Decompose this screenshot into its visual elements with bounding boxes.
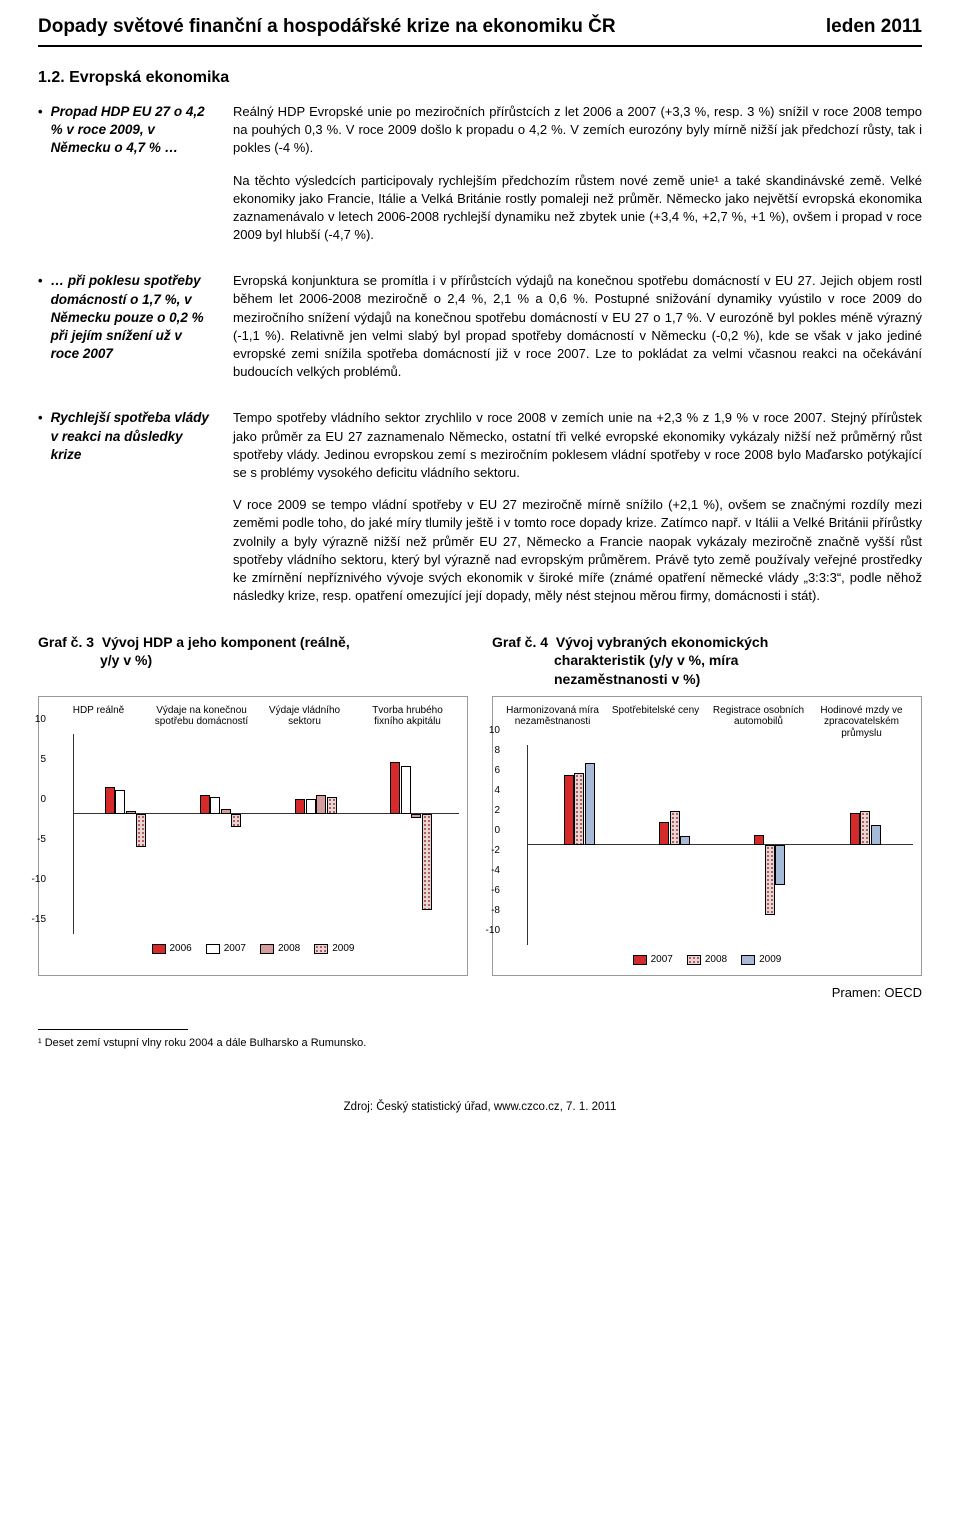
chart3-cat: HDP reálně	[47, 705, 150, 728]
chart4-title-sub1: charakteristik (y/y v %, míra	[492, 651, 922, 669]
chart3-title-main: Vývoj HDP a jeho komponent (reálně,	[102, 634, 350, 650]
legend-item: 2006	[152, 942, 192, 956]
paragraph: Evropská konjunktura se promítla i v pří…	[233, 272, 922, 381]
chart3-title-sub: y/y v %)	[38, 651, 468, 669]
document-header: Dopady světové finanční a hospodářské kr…	[38, 14, 922, 47]
chart3-categories: HDP reálně Výdaje na konečnou spotřebu d…	[47, 705, 459, 728]
chart3-cat: Výdaje vládního sektoru	[253, 705, 356, 728]
section-heading: 1.2. Evropská ekonomika	[38, 67, 922, 89]
chart3: HDP reálně Výdaje na konečnou spotřebu d…	[38, 696, 468, 976]
chart4-cat: Hodinové mzdy ve zpracovatelském průmysl…	[810, 705, 913, 740]
legend-label: 2007	[224, 942, 246, 956]
chart4-title-main: Vývoj vybraných ekonomických	[556, 634, 768, 650]
chart-titles-row: Graf č. 3 Vývoj HDP a jeho komponent (re…	[38, 633, 922, 688]
chart4-cat: Spotřebitelské ceny	[604, 705, 707, 740]
legend-item: 2008	[687, 953, 727, 967]
chart3-plot: -15-10-50510	[73, 734, 459, 934]
side-bullet-1: •Propad HDP EU 27 o 4,2 % v roce 2009, v…	[38, 103, 213, 258]
main-text-3: Tempo spotřeby vládního sektor zrychlilo…	[233, 409, 922, 619]
chart3-cat: Výdaje na konečnou spotřebu domácností	[150, 705, 253, 728]
legend-label: 2007	[651, 953, 673, 967]
chart3-title: Graf č. 3 Vývoj HDP a jeho komponent (re…	[38, 633, 468, 688]
row-2: •… při poklesu spotřeby domácností o 1,7…	[38, 272, 922, 395]
chart-source: Pramen: OECD	[38, 984, 922, 1002]
main-text-2: Evropská konjunktura se promítla i v pří…	[233, 272, 922, 395]
bullet-text: Propad HDP EU 27 o 4,2 % v roce 2009, v …	[51, 103, 213, 158]
legend-item: 2007	[633, 953, 673, 967]
legend-label: 2008	[278, 942, 300, 956]
row-3: •Rychlejší spotřeba vlády v reakci na dů…	[38, 409, 922, 619]
paragraph: Na těchto výsledcích participovaly rychl…	[233, 172, 922, 245]
document-date: leden 2011	[826, 14, 922, 41]
chart4: Harmonizovaná míra nezaměstnanosti Spotř…	[492, 696, 922, 977]
chart4-prefix: Graf č. 4	[492, 634, 548, 650]
chart4-cat: Harmonizovaná míra nezaměstnanosti	[501, 705, 604, 740]
chart3-prefix: Graf č. 3	[38, 634, 94, 650]
chart4-title: Graf č. 4 Vývoj vybraných ekonomických c…	[492, 633, 922, 688]
legend-item: 2009	[741, 953, 781, 967]
legend-label: 2009	[759, 953, 781, 967]
bullet-text: … při poklesu spotřeby domácností o 1,7 …	[51, 272, 213, 363]
legend-label: 2006	[170, 942, 192, 956]
footnote: ¹ Deset zemí vstupní vlny roku 2004 a dá…	[38, 1036, 922, 1051]
document-title: Dopady světové finanční a hospodářské kr…	[38, 14, 616, 41]
legend-label: 2009	[332, 942, 354, 956]
paragraph: Tempo spotřeby vládního sektor zrychlilo…	[233, 409, 922, 482]
page-source: Zdroj: Český statistický úřad, www.czco.…	[38, 1099, 922, 1115]
legend-item: 2008	[260, 942, 300, 956]
main-text-1: Reálný HDP Evropské unie po meziročních …	[233, 103, 922, 258]
footnote-separator	[38, 1029, 188, 1030]
chart4-plot: -10-8-6-4-20246810	[527, 745, 913, 945]
row-1: •Propad HDP EU 27 o 4,2 % v roce 2009, v…	[38, 103, 922, 258]
chart4-cat: Registrace osobních automobilů	[707, 705, 810, 740]
legend-item: 2007	[206, 942, 246, 956]
legend-item: 2009	[314, 942, 354, 956]
chart4-legend: 2007 2008 2009	[501, 953, 913, 967]
chart3-cat: Tvorba hrubého fixního akpitálu	[356, 705, 459, 728]
chart3-legend: 2006 2007 2008 2009	[47, 942, 459, 956]
paragraph: Reálný HDP Evropské unie po meziročních …	[233, 103, 922, 158]
paragraph: V roce 2009 se tempo vládní spotřeby v E…	[233, 496, 922, 605]
chart4-title-sub2: nezaměstnanosti v %)	[492, 670, 922, 688]
charts-row: HDP reálně Výdaje na konečnou spotřebu d…	[38, 696, 922, 977]
legend-label: 2008	[705, 953, 727, 967]
bullet-text: Rychlejší spotřeba vlády v reakci na důs…	[51, 409, 213, 464]
side-bullet-3: •Rychlejší spotřeba vlády v reakci na dů…	[38, 409, 213, 619]
chart4-categories: Harmonizovaná míra nezaměstnanosti Spotř…	[501, 705, 913, 740]
side-bullet-2: •… při poklesu spotřeby domácností o 1,7…	[38, 272, 213, 395]
